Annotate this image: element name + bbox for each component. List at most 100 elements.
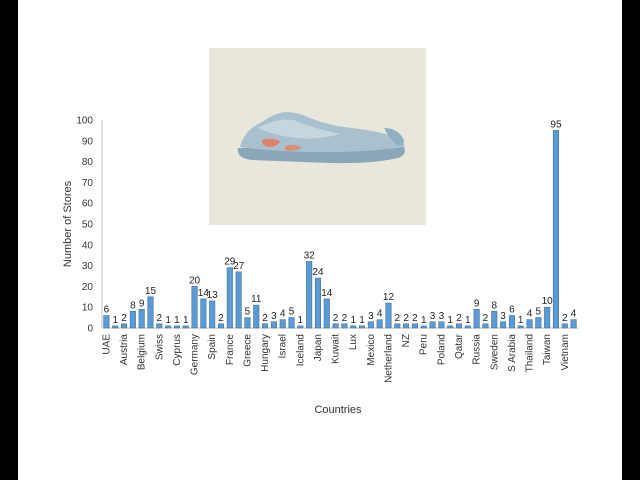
data-label: 3: [430, 311, 436, 322]
data-label: 2: [121, 313, 127, 324]
bar: [244, 317, 251, 329]
bar: [500, 321, 507, 329]
data-label: 8: [491, 300, 497, 311]
shoe-sole: [237, 147, 405, 164]
data-label: 1: [350, 315, 356, 326]
y-tick-label: 70: [82, 178, 94, 189]
x-tick-label: Thailand: [525, 334, 536, 372]
bar: [235, 271, 242, 329]
data-label: 5: [289, 307, 295, 318]
y-tick-label: 10: [82, 303, 94, 314]
bar: [526, 319, 533, 329]
bar: [561, 323, 568, 329]
data-label: 1: [183, 315, 189, 326]
x-tick-label: Qatar: [454, 333, 465, 359]
x-tick-label: Swiss: [154, 334, 165, 360]
bar: [394, 323, 401, 329]
bar: [121, 323, 128, 329]
x-tick-label: Spain: [207, 334, 218, 360]
data-label: 1: [359, 315, 365, 326]
data-label: 2: [262, 313, 268, 324]
data-label: 1: [465, 315, 471, 326]
y-tick-label: 40: [82, 240, 94, 251]
y-tick-label: 30: [82, 261, 94, 272]
shoe-overlay: [258, 119, 340, 139]
bar: [288, 317, 295, 329]
bar: [262, 323, 269, 329]
data-label: 2: [342, 313, 348, 324]
x-tick-label: Belgium: [137, 334, 148, 370]
x-tick-label: Vietnam: [560, 334, 571, 371]
data-label: 3: [368, 311, 374, 322]
data-label: 1: [174, 315, 180, 326]
bar: [173, 325, 180, 329]
sneaker-photo: [209, 48, 426, 225]
data-label: 32: [304, 250, 316, 261]
data-label: 2: [157, 313, 163, 324]
data-label: 11: [251, 294, 262, 305]
bar: [508, 315, 515, 329]
data-label: 95: [550, 119, 562, 130]
data-label: 24: [312, 267, 324, 278]
bar: [217, 323, 225, 329]
bar: [226, 267, 233, 329]
bar: [341, 323, 348, 329]
bar: [447, 325, 454, 329]
data-label: 12: [383, 292, 395, 303]
x-tick-labels: UAE Austria Belgium Swiss Cyprus Germany Spain…: [101, 333, 570, 383]
bar: [376, 319, 383, 329]
bar: [429, 321, 436, 329]
y-tick-label: 100: [76, 116, 93, 127]
x-tick-label: Russia: [472, 334, 483, 365]
y-tick-labels: 0 10 20 30 40 50 60 70 80 90 100: [76, 116, 93, 335]
data-label: 1: [165, 315, 171, 326]
bar: [367, 321, 374, 329]
bar: [570, 319, 577, 329]
data-label: 6: [509, 305, 515, 316]
bar: [156, 323, 163, 329]
bar: [455, 323, 463, 329]
bar: [253, 304, 260, 329]
bar: [464, 325, 471, 329]
data-label: 9: [474, 298, 480, 309]
data-label: 27: [233, 261, 245, 272]
x-tick-label: Kuwait: [331, 334, 342, 364]
x-tick-label: Sweden: [489, 334, 500, 370]
x-tick-label: NZ: [401, 334, 412, 347]
x-tick-label: France: [225, 334, 236, 366]
bar: [314, 277, 322, 329]
data-label: 8: [130, 300, 136, 311]
x-tick-label: Netherland: [383, 334, 394, 383]
y-tick-label: 60: [82, 199, 94, 210]
x-axis-title: Countries: [314, 404, 362, 416]
bar: [165, 325, 172, 329]
data-label: 4: [377, 309, 383, 320]
x-tick-label: Japan: [313, 334, 324, 361]
data-label: 4: [280, 309, 286, 320]
bar: [270, 321, 277, 329]
y-tick-label: 0: [87, 324, 93, 335]
bar: [438, 321, 445, 329]
x-tick-label: Austria: [119, 334, 130, 366]
bar: [411, 323, 418, 329]
shoe-accent: [262, 138, 280, 147]
bar: [182, 325, 189, 329]
bar: [473, 308, 480, 329]
data-label: 2: [218, 313, 224, 324]
shoe-accent-2: [284, 144, 302, 151]
data-label: 2: [562, 313, 568, 324]
data-label: 4: [571, 309, 577, 320]
bar: [279, 319, 286, 329]
bar: [403, 323, 410, 329]
bar: [129, 311, 136, 329]
data-label: 15: [145, 286, 157, 297]
bar: [200, 298, 207, 329]
x-tick-label: UAE: [101, 334, 112, 355]
bar: [420, 325, 427, 329]
data-label: 1: [447, 315, 453, 326]
data-label: 20: [189, 275, 201, 286]
x-tick-label: Hungary: [260, 334, 271, 372]
bars: [103, 130, 577, 329]
